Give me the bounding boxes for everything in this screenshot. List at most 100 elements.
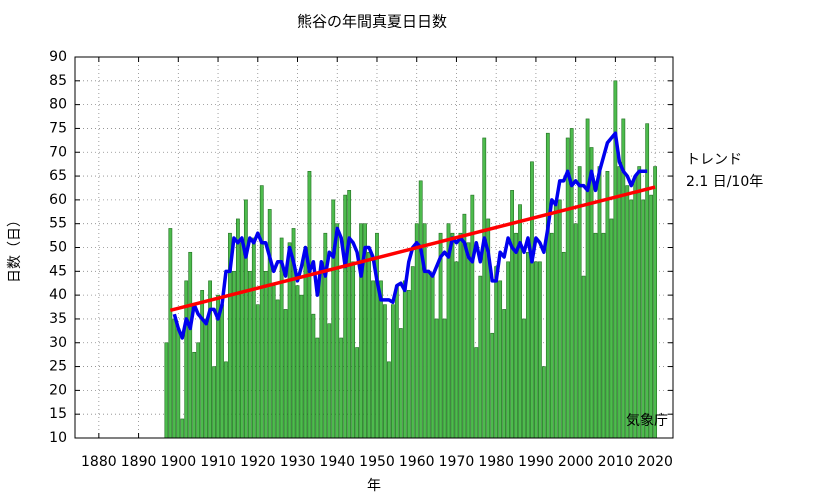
annotation: 気象庁 (626, 413, 668, 429)
x-tick-label: 1960 (399, 454, 435, 470)
bar (541, 366, 546, 439)
bar (299, 294, 304, 439)
bar (605, 171, 610, 439)
y-tick-label: 60 (49, 192, 67, 208)
bar (538, 261, 542, 439)
bar (478, 275, 483, 439)
y-tick-label: 15 (49, 406, 67, 422)
bar (494, 266, 499, 439)
x-tick-label: 1880 (81, 454, 117, 470)
bar (287, 242, 292, 439)
bar (458, 232, 463, 439)
y-tick-label: 55 (49, 216, 67, 232)
x-tick-label: 1900 (160, 454, 196, 470)
y-tick-label: 30 (49, 335, 67, 351)
bar (263, 271, 268, 439)
bar (243, 199, 248, 439)
x-tick-label: 1970 (439, 454, 475, 470)
line (169, 185, 656, 313)
y-tick-label: 45 (49, 263, 67, 279)
bar (200, 290, 205, 439)
bar (331, 199, 336, 439)
bar (208, 280, 212, 439)
bar (414, 223, 419, 439)
bar (327, 323, 332, 439)
bar (653, 166, 658, 439)
y-tick-label: 25 (49, 359, 67, 375)
bar (430, 275, 435, 439)
bar (526, 251, 530, 439)
chart-title: 熊谷の年間真夏日日数 (297, 13, 447, 31)
x-tick-label: 1920 (240, 454, 276, 470)
y-tick-label: 10 (49, 430, 67, 446)
bar (239, 242, 244, 439)
x-axis-label: 年 (367, 478, 381, 494)
bar (315, 337, 320, 439)
bar (498, 280, 503, 439)
bar (629, 199, 634, 439)
y-tick-label: 65 (49, 168, 67, 184)
bar (267, 209, 272, 439)
bar (561, 251, 566, 439)
bar (589, 147, 594, 439)
bar (565, 137, 570, 439)
bar (510, 190, 514, 439)
bar (514, 232, 518, 439)
bar (196, 342, 201, 439)
y-axis-label: 日数（日） (7, 213, 23, 283)
bar (530, 161, 534, 439)
bar (502, 309, 507, 439)
y-tick-label: 20 (49, 382, 67, 398)
bar (343, 194, 348, 439)
bar (371, 280, 375, 439)
x-tick-label: 2010 (598, 454, 634, 470)
bar (379, 280, 383, 439)
bar (402, 280, 407, 439)
bar (319, 261, 324, 439)
bar (255, 304, 260, 439)
bar (434, 318, 439, 439)
plot-frame (74, 56, 674, 439)
bar (224, 361, 228, 439)
bar (271, 285, 276, 439)
y-tick-label: 50 (49, 240, 67, 256)
bar (311, 313, 316, 439)
bar (482, 137, 487, 439)
bar (545, 132, 550, 439)
bar (625, 185, 630, 439)
y-tick-label: 75 (49, 120, 67, 136)
bar (204, 318, 209, 439)
bar (633, 175, 638, 439)
bar (534, 261, 538, 439)
bar (569, 128, 574, 439)
bar (506, 261, 510, 439)
bar (355, 347, 360, 439)
x-tick-label: 1890 (121, 454, 157, 470)
y-tick-label: 70 (49, 144, 67, 160)
x-tick-label: 2020 (637, 454, 673, 470)
bar (609, 218, 614, 439)
bar (335, 223, 340, 439)
bar (192, 351, 197, 439)
bar (168, 228, 173, 439)
bar (649, 194, 654, 439)
bar (637, 166, 642, 439)
bar (641, 199, 646, 439)
bar (518, 204, 522, 439)
bar (387, 361, 391, 439)
bar (383, 304, 387, 439)
x-tick-label: 1990 (518, 454, 554, 470)
bar (367, 251, 371, 439)
bar (220, 304, 224, 439)
bar (180, 418, 185, 439)
x-tick-label: 1950 (359, 454, 395, 470)
x-tick-label: 2000 (558, 454, 594, 470)
bar (454, 261, 459, 439)
bar (394, 285, 399, 439)
bar (442, 318, 447, 439)
y-tick-label: 80 (49, 97, 67, 113)
bar (573, 223, 578, 439)
bar (557, 199, 562, 439)
bar (426, 271, 431, 439)
